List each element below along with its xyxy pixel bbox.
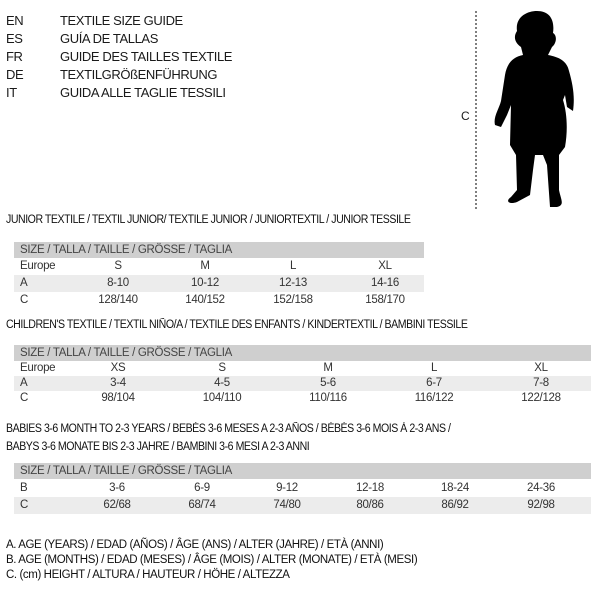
table-row: B 3-6 6-9 9-12 12-18 18-24 24-36 <box>14 480 591 497</box>
language-code: EN <box>6 13 24 28</box>
table-cell: 80/86 <box>356 499 384 511</box>
language-code: IT <box>6 85 17 100</box>
table-header: SIZE / TALLA / TAILLE / GRÖSSE / TAGLIA <box>14 463 591 479</box>
table-cell: XL <box>534 362 548 374</box>
table-cell: 24-36 <box>527 482 555 494</box>
row-label: A <box>20 377 28 389</box>
table-cell: L <box>289 260 297 272</box>
measure-label: C <box>461 109 470 123</box>
language-guide-title: TEXTILE SIZE GUIDE <box>60 13 183 28</box>
table-header: SIZE / TALLA / TAILLE / GRÖSSE / TAGLIA <box>14 345 591 361</box>
row-label: B <box>20 482 28 494</box>
table-cell: 68/74 <box>188 499 216 511</box>
table-row: Europe XS S M L XL <box>14 361 591 376</box>
legend-b: B. AGE (MONTHS) / EDAD (MESES) / ÂGE (MO… <box>6 554 418 566</box>
table-row: A 3-4 4-5 5-6 6-7 7-8 <box>14 376 591 391</box>
table-cell: 104/110 <box>202 392 242 404</box>
table-cell: XL <box>378 260 392 272</box>
table-cell: 4-5 <box>214 377 230 389</box>
language-guide-title: GUÍA DE TALLAS <box>60 31 158 46</box>
babies-size-table: SIZE / TALLA / TAILLE / GRÖSSE / TAGLIA … <box>14 463 591 514</box>
row-label: Europe <box>20 260 56 272</box>
language-code: FR <box>6 49 23 64</box>
row-label: C <box>20 392 29 404</box>
table-cell: 12-18 <box>356 482 384 494</box>
table-cell: 18-24 <box>441 482 469 494</box>
table-cell: 158/170 <box>365 294 405 306</box>
language-guide-title: GUIDA ALLE TAGLIE TESSILI <box>60 85 226 100</box>
table-cell: 140/152 <box>185 294 225 306</box>
table-cell: M <box>200 260 210 272</box>
table-cell: 12-13 <box>279 277 307 289</box>
table-cell: 74/80 <box>273 499 301 511</box>
table-cell: 110/116 <box>309 392 347 404</box>
table-row: C 98/104 104/110 110/116 116/122 122/128 <box>14 391 591 406</box>
table-cell: 14-16 <box>371 277 399 289</box>
legend-a: A. AGE (YEARS) / EDAD (AÑOS) / ÂGE (ANS)… <box>6 539 384 551</box>
table-cell: S <box>218 362 226 374</box>
table-row: A 8-10 10-12 12-13 14-16 <box>14 275 424 292</box>
table-cell: 10-12 <box>191 277 219 289</box>
table-cell: 122/128 <box>521 392 561 404</box>
child-silhouette-icon <box>494 11 574 207</box>
table-cell: L <box>430 362 438 374</box>
row-label: A <box>20 277 28 289</box>
table-cell: 128/140 <box>98 294 138 306</box>
babies-title-line1: BABIES 3-6 MONTH TO 2-3 YEARS / BEBÉS 3-… <box>6 423 451 435</box>
language-code: DE <box>6 67 24 82</box>
table-cell: 3-4 <box>110 377 126 389</box>
table-cell: 3-6 <box>109 482 125 494</box>
row-label: C <box>20 499 29 511</box>
table-row: C 62/68 68/74 74/80 80/86 86/92 92/98 <box>14 497 591 514</box>
table-cell: 5-6 <box>320 377 336 389</box>
table-cell: 116/122 <box>414 392 454 404</box>
language-code: ES <box>6 31 23 46</box>
table-cell: 6-7 <box>426 377 442 389</box>
table-row: C 128/140 140/152 152/158 158/170 <box>14 292 424 309</box>
row-label: Europe <box>20 362 56 374</box>
table-cell: M <box>323 362 333 374</box>
language-guide-title: GUIDE DES TAILLES TEXTILE <box>60 49 233 64</box>
table-header: SIZE / TALLA / TAILLE / GRÖSSE / TAGLIA <box>14 242 424 258</box>
table-cell: 62/68 <box>103 499 131 511</box>
child-silhouette-figure: C <box>455 5 595 215</box>
height-measure-line <box>475 11 574 209</box>
row-label: C <box>20 294 29 306</box>
junior-size-table: SIZE / TALLA / TAILLE / GRÖSSE / TAGLIA … <box>14 242 424 309</box>
table-cell: 6-9 <box>194 482 210 494</box>
children-title: CHILDREN'S TEXTILE / TEXTIL NIÑO/A / TEX… <box>6 319 468 331</box>
table-cell: 152/158 <box>273 294 313 306</box>
legend-c: C. (cm) HEIGHT / ALTURA / HAUTEUR / HÖHE… <box>6 569 290 581</box>
table-cell: 9-12 <box>276 482 298 494</box>
table-cell: 92/98 <box>527 499 555 511</box>
table-row: Europe S M L XL <box>14 258 424 275</box>
table-cell: 7-8 <box>533 377 549 389</box>
babies-title-line2: BABYS 3-6 MONATE BIS 2-3 JAHRE / BAMBINI… <box>6 441 310 453</box>
table-cell: 8-10 <box>107 277 129 289</box>
children-size-table: SIZE / TALLA / TAILLE / GRÖSSE / TAGLIA … <box>14 345 591 406</box>
language-guide-title: TEXTILGRÖßENFÜHRUNG <box>60 67 218 82</box>
table-cell: S <box>114 260 122 272</box>
table-cell: 98/104 <box>101 392 135 404</box>
table-cell: XS <box>110 362 126 374</box>
table-cell: 86/92 <box>441 499 469 511</box>
junior-title: JUNIOR TEXTILE / TEXTIL JUNIOR/ TEXTILE … <box>6 214 411 226</box>
